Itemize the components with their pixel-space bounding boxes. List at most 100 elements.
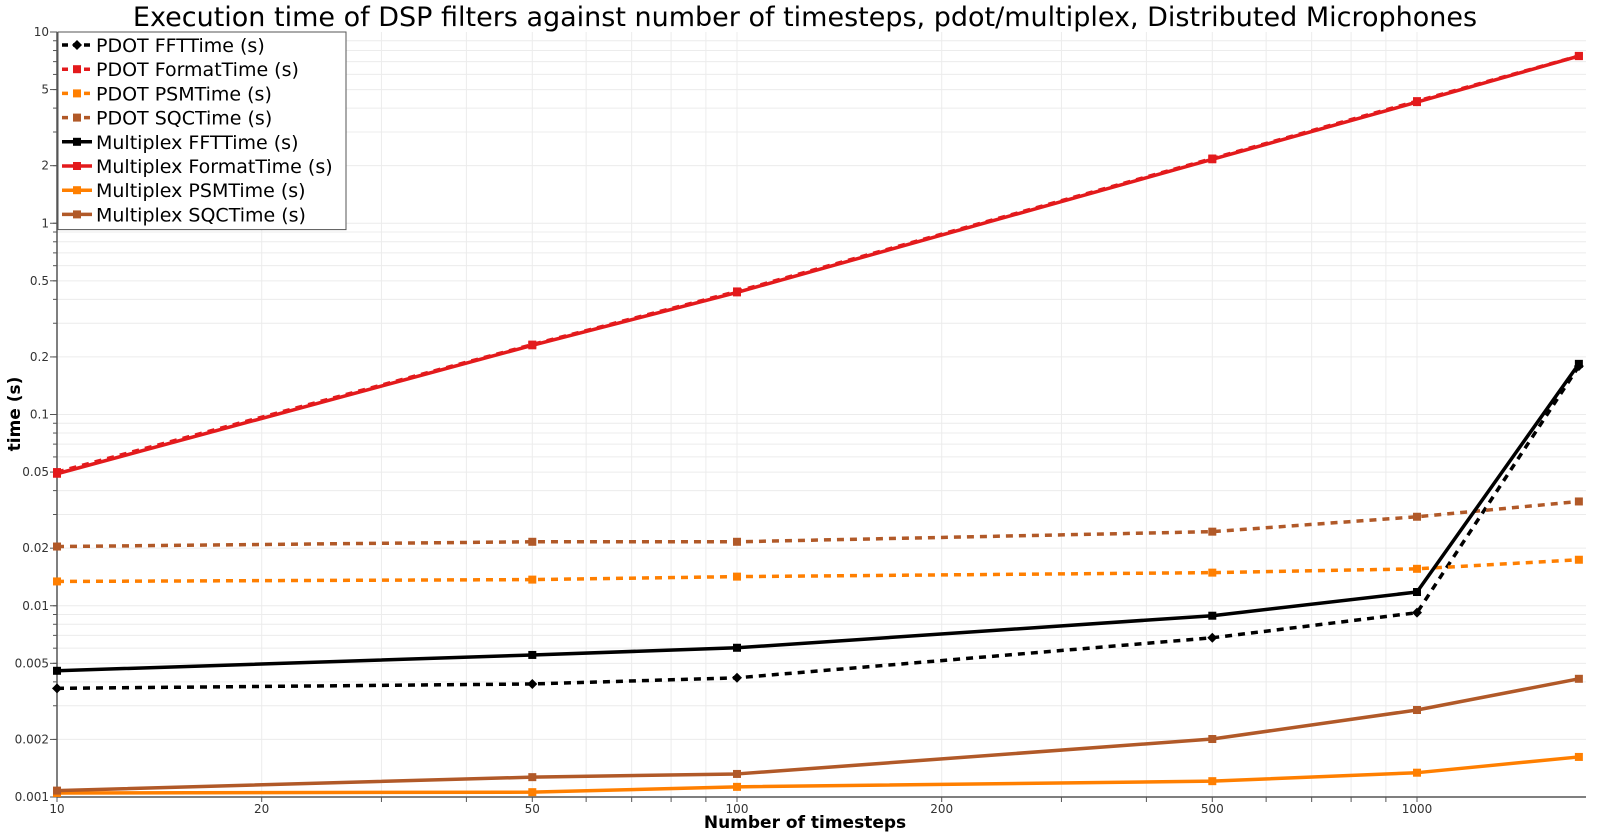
legend-item: PDOT FFTTime (s) — [62, 35, 265, 57]
data-point-marker — [1208, 568, 1217, 577]
x-tick-label: 10 — [49, 802, 64, 816]
data-point-marker — [73, 65, 81, 74]
data-point-marker — [53, 469, 61, 478]
series-multiplex-psmtime-s- — [53, 752, 1583, 797]
data-point-marker — [72, 40, 82, 50]
legend-label: PDOT FormatTime (s) — [96, 59, 299, 81]
series-line — [56, 499, 1580, 549]
legend-item: Multiplex FFTTime (s) — [62, 132, 298, 154]
x-axis-label: Number of timesteps — [704, 813, 906, 833]
data-point-marker — [733, 782, 741, 791]
legend: PDOT FFTTime (s)PDOT FormatTime (s)PDOT … — [57, 31, 347, 231]
data-point-marker — [733, 769, 741, 778]
y-tick-label: 0.2 — [30, 350, 49, 364]
data-point-marker — [1413, 564, 1421, 573]
legend-item: PDOT FormatTime (s) — [62, 59, 299, 81]
legend-box — [57, 31, 347, 231]
data-point-marker — [73, 162, 81, 170]
data-point-marker — [732, 672, 742, 683]
data-point-marker — [1413, 768, 1421, 777]
y-tick-label: 2 — [41, 159, 49, 173]
data-point-marker — [733, 537, 741, 546]
data-point-marker — [53, 577, 61, 586]
y-tick-label: 0.002 — [15, 732, 49, 746]
legend-label: PDOT SQCTime (s) — [96, 108, 272, 130]
y-tick-label: 0.5 — [30, 274, 49, 288]
data-point-marker — [1207, 632, 1218, 643]
data-point-marker — [528, 537, 537, 546]
legend-item: PDOT SQCTime (s) — [62, 108, 272, 130]
series-multiplex-ffttime-s- — [53, 359, 1583, 675]
y-tick-label: 10 — [34, 25, 49, 39]
x-tick-label: 1000 — [1402, 802, 1433, 816]
data-point-marker — [1413, 512, 1421, 521]
grid — [56, 32, 1586, 798]
x-tick-label: 50 — [525, 802, 540, 816]
data-point-marker — [1208, 777, 1217, 786]
data-point-marker — [528, 788, 537, 797]
x-tick-label: 20 — [254, 802, 269, 816]
axes: 0.001 0.002 0.005 0.01 0.02 0.05 0.1 0.2 0.5 1 2 5 1… — [15, 25, 1586, 816]
data-point-marker — [53, 542, 61, 551]
data-point-marker — [73, 137, 81, 146]
data-point-marker — [528, 773, 537, 782]
data-point-marker — [1208, 527, 1217, 536]
y-tick-label: 0.05 — [22, 465, 49, 479]
chart-title: Execution time of DSP filters against nu… — [133, 2, 1477, 33]
data-point-marker — [73, 210, 81, 219]
data-point-marker — [1574, 497, 1583, 506]
y-tick-label: 0.02 — [22, 541, 49, 555]
data-point-marker — [73, 113, 81, 122]
y-tick-label: 5 — [41, 83, 49, 97]
data-point-marker — [528, 341, 537, 350]
series-pdot-sqctime-s- — [53, 497, 1583, 551]
data-point-marker — [1574, 52, 1583, 61]
series-line — [56, 362, 1581, 673]
data-point-marker — [1413, 706, 1421, 715]
series-lines — [52, 51, 1584, 797]
data-point-marker — [1574, 752, 1583, 761]
data-point-marker — [1208, 611, 1217, 620]
x-tick-label: 500 — [1201, 802, 1224, 816]
data-point-marker — [527, 678, 538, 689]
data-point-marker — [1413, 98, 1421, 107]
data-point-marker — [1574, 359, 1583, 368]
data-point-marker — [1208, 155, 1217, 164]
x-tick-label: 100 — [726, 802, 749, 816]
y-tick-label: 0.01 — [22, 599, 49, 613]
data-point-marker — [733, 643, 741, 652]
legend-label: Multiplex FFTTime (s) — [96, 132, 298, 154]
data-point-marker — [528, 650, 537, 659]
series-line — [56, 755, 1580, 795]
y-tick-label: 0.005 — [15, 656, 49, 670]
data-point-marker — [733, 572, 741, 581]
data-point-marker — [1574, 674, 1583, 683]
data-point-marker — [1413, 588, 1421, 597]
data-point-marker — [73, 89, 81, 98]
legend-label: PDOT FFTTime (s) — [96, 35, 265, 57]
legend-item: PDOT PSMTime (s) — [62, 83, 272, 105]
legend-item: Multiplex FormatTime (s) — [62, 156, 333, 178]
series-line — [56, 677, 1580, 793]
series-line — [56, 365, 1581, 691]
series-multiplex-sqctime-s- — [53, 674, 1583, 795]
series-multiplex-formattime-s- — [53, 52, 1583, 478]
y-axis-label: time (s) — [5, 377, 25, 452]
y-tick-label: 0.1 — [30, 408, 49, 422]
data-point-marker — [53, 666, 61, 675]
x-tick-label: 200 — [930, 802, 953, 816]
legend-label: PDOT PSMTime (s) — [96, 83, 272, 105]
legend-item: Multiplex SQCTime (s) — [62, 204, 306, 226]
data-point-marker — [52, 683, 62, 694]
legend-label: Multiplex SQCTime (s) — [96, 204, 306, 226]
legend-label: Multiplex PSMTime (s) — [96, 180, 306, 202]
legend-label: Multiplex FormatTime (s) — [96, 156, 333, 178]
series-pdot-psmtime-s- — [53, 555, 1583, 586]
y-tick-label: 0.001 — [15, 790, 49, 804]
series-line — [56, 557, 1579, 584]
data-point-marker — [733, 288, 741, 297]
data-point-marker — [53, 786, 61, 795]
data-point-marker — [528, 575, 537, 584]
